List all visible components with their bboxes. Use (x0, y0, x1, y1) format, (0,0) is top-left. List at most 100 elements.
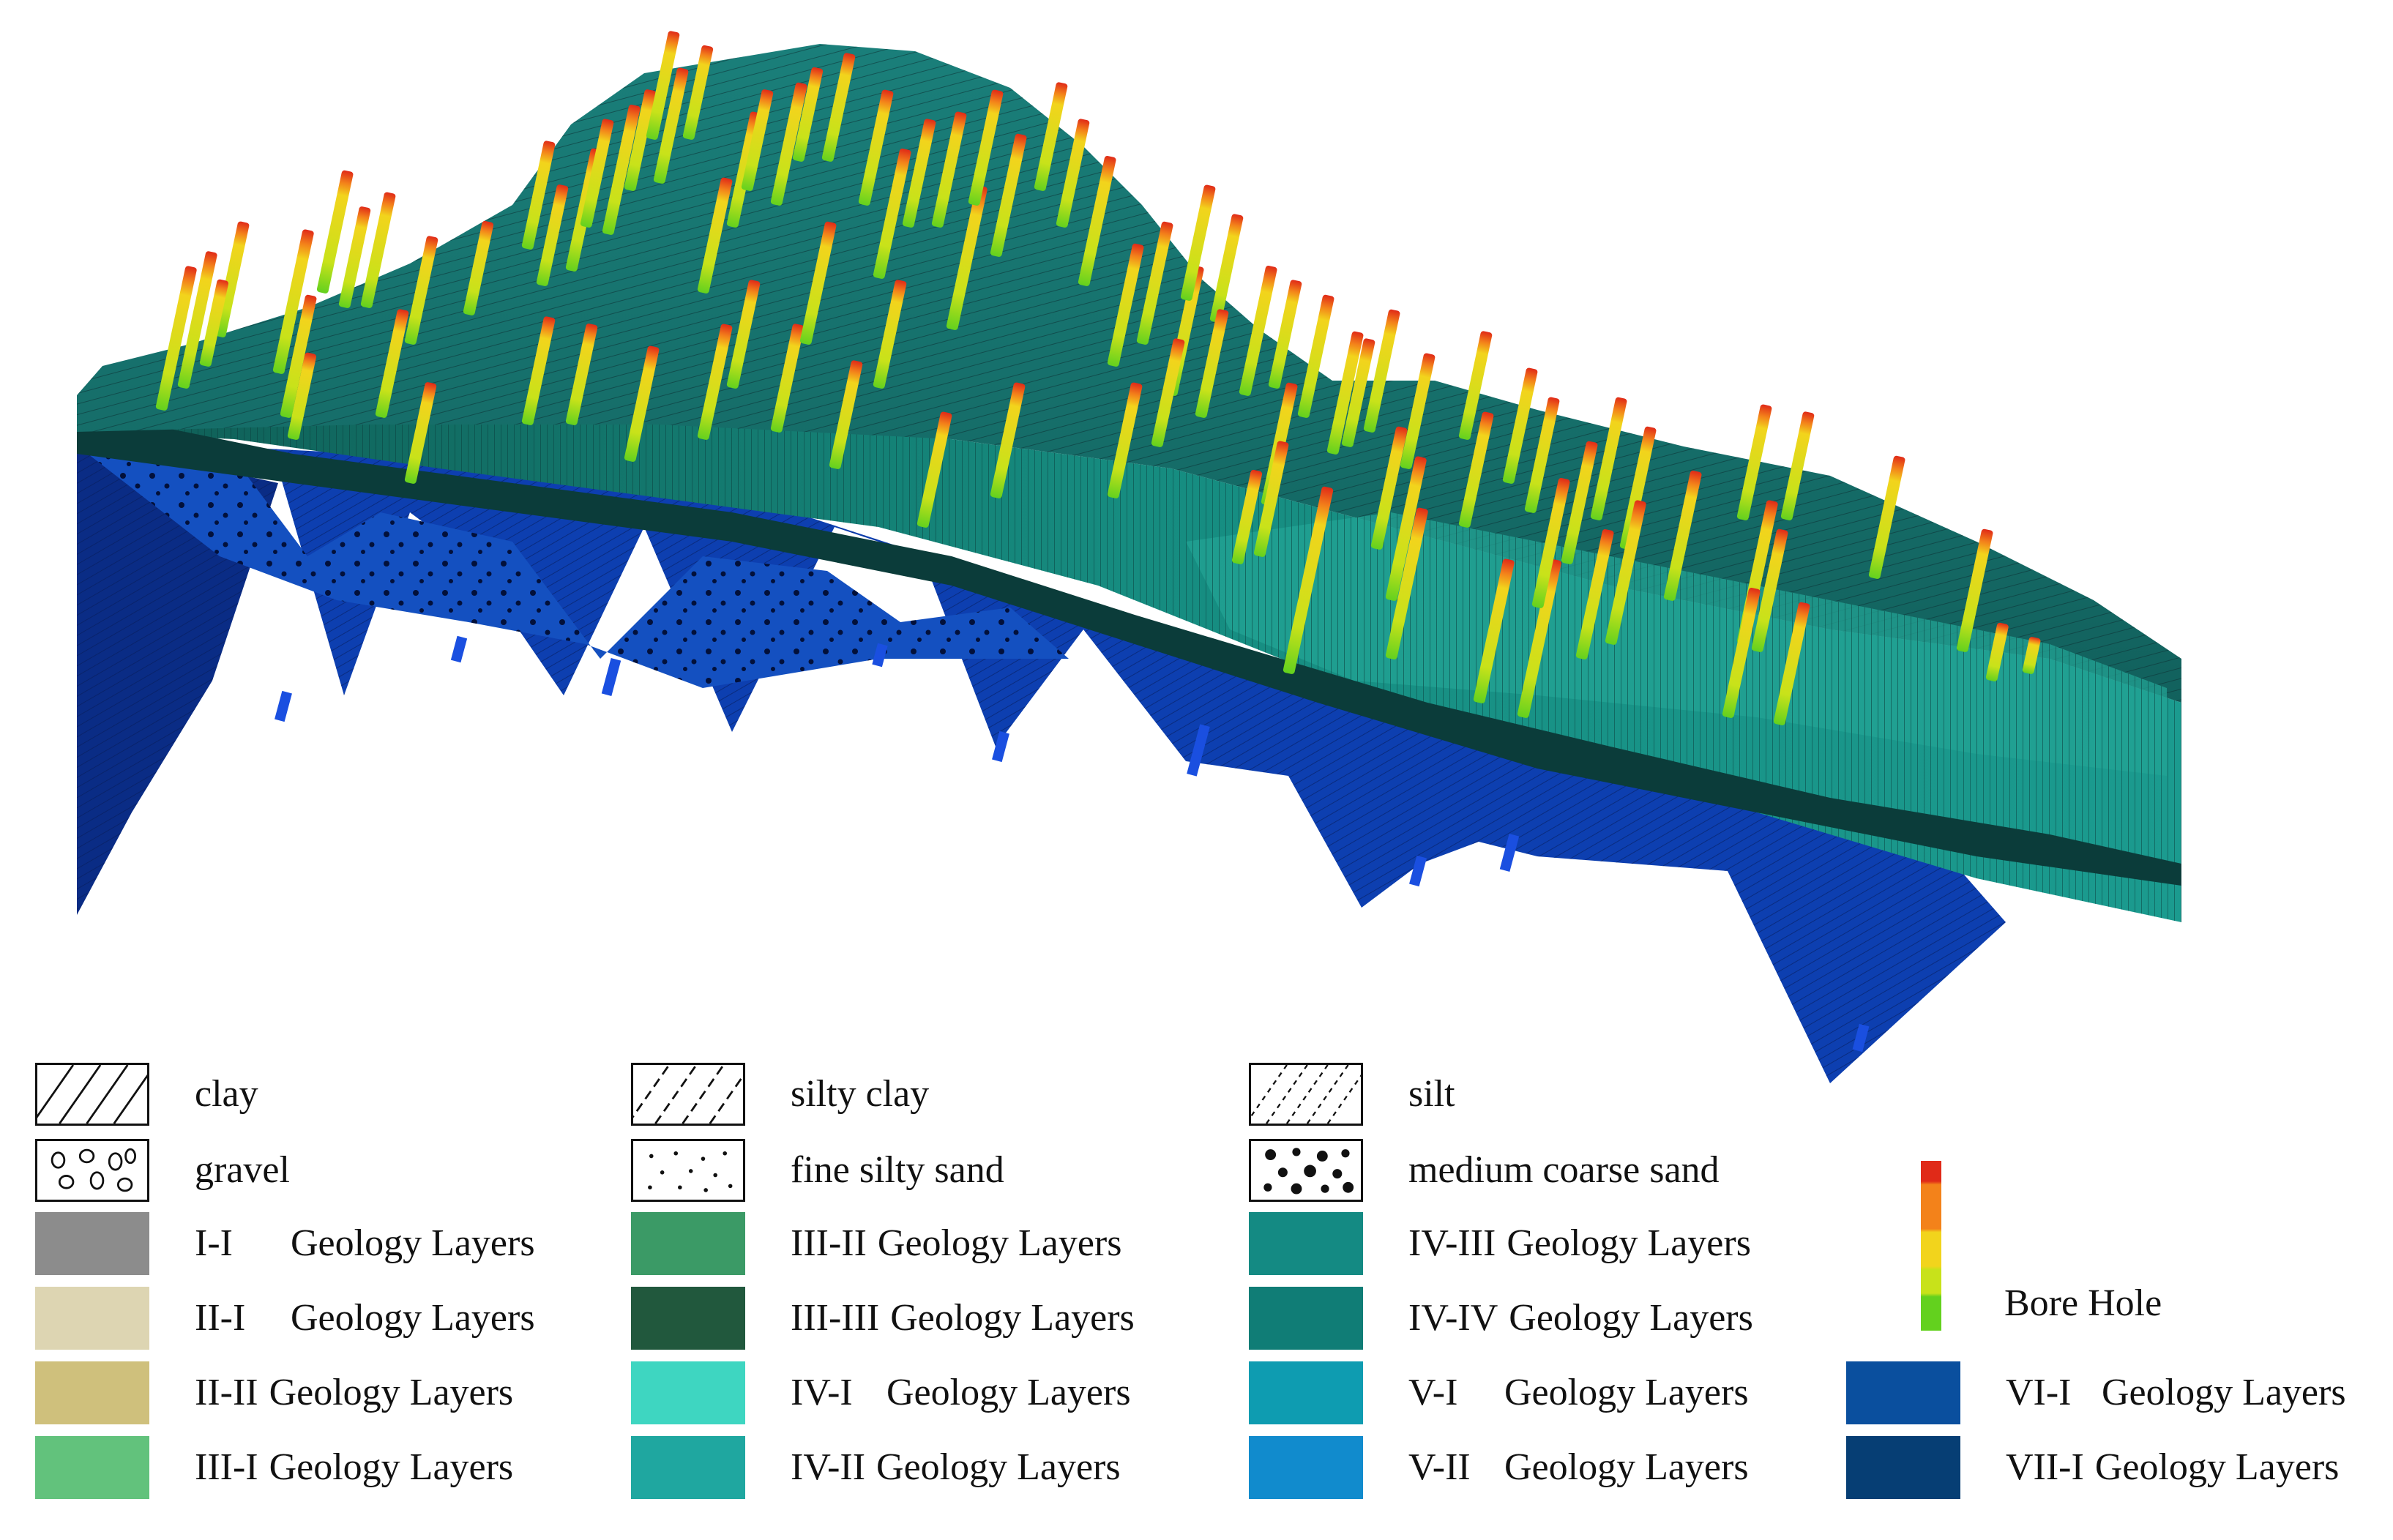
legend-label: V-II Geology Layers (1408, 1442, 1749, 1493)
borehole (1619, 426, 1657, 550)
borehole (602, 105, 641, 235)
borehole (1297, 294, 1334, 418)
borehole (360, 192, 396, 308)
legend-label: I-I Geology Layers (195, 1218, 535, 1269)
layer-code: IV-III (1408, 1222, 1496, 1264)
layer-code: III-III (791, 1297, 880, 1339)
legend-label: IV-II Geology Layers (791, 1442, 1121, 1493)
borehole (1385, 456, 1427, 601)
layer-text: Geology Layers (1509, 1297, 1753, 1339)
borehole (565, 324, 598, 425)
borehole (770, 324, 804, 433)
layer-code: III-II (791, 1222, 867, 1264)
borehole (375, 309, 409, 418)
borehole (1736, 404, 1772, 520)
layer-code: V-II (1408, 1446, 1471, 1488)
layer-code: I-I (195, 1222, 233, 1264)
borehole (1985, 622, 2009, 681)
layer-color-swatch (1249, 1287, 1363, 1350)
borehole (1268, 280, 1302, 389)
borehole (873, 280, 907, 389)
layer-color-swatch (631, 1436, 745, 1499)
legend-label: II-I Geology Layers (195, 1293, 535, 1344)
legend-label: fine silty sand (791, 1149, 1004, 1191)
borehole (1502, 367, 1538, 484)
borehole (1561, 441, 1598, 564)
layer-color-swatch (1249, 1212, 1363, 1275)
borehole (1195, 309, 1229, 418)
layer-code: IV-IV (1408, 1297, 1498, 1339)
borehole (873, 149, 911, 279)
borehole (1370, 426, 1408, 550)
borehole (624, 89, 657, 191)
legend-label: IV-I Geology Layers (791, 1367, 1131, 1418)
borehole (1400, 353, 1436, 469)
silty-clay-swatch (631, 1063, 745, 1126)
borehole (792, 67, 824, 162)
borehole (287, 352, 317, 440)
legend-label: II-II Geology Layers (195, 1367, 513, 1418)
borehole (1868, 455, 1905, 579)
layer-text: Geology Layers (269, 1446, 514, 1488)
layer-text: Geology Layers (877, 1222, 1122, 1264)
layer-text: Geology Layers (2102, 1372, 2346, 1413)
borehole (580, 119, 614, 228)
borehole (1517, 558, 1561, 718)
legend: clay silty clay silt gravel fine silty s… (0, 1047, 2393, 1540)
layer-color-swatch (1846, 1436, 1960, 1499)
layer-color-swatch (631, 1212, 745, 1275)
borehole (1773, 602, 1810, 725)
legend-label: III-I Geology Layers (195, 1442, 513, 1493)
legend-label: III-II Geology Layers (791, 1218, 1121, 1269)
layer-text: Geology Layers (886, 1372, 1131, 1413)
fine-silty-sand-swatch (631, 1139, 745, 1202)
legend-label: medium coarse sand (1408, 1149, 1720, 1191)
layer-text: Geology Layers (291, 1222, 535, 1264)
legend-label: clay (195, 1073, 258, 1115)
borehole (946, 185, 988, 330)
borehole (697, 324, 733, 440)
layer-color-swatch (35, 1212, 149, 1275)
borehole (1151, 338, 1185, 447)
gravel-swatch (35, 1139, 149, 1202)
borehole (990, 382, 1026, 498)
layer-text: Geology Layers (2094, 1446, 2340, 1488)
layer-color-swatch (1846, 1361, 1960, 1424)
borehole (199, 279, 229, 367)
borehole (697, 177, 733, 294)
legend-label: IV-IV Geology Layers (1408, 1293, 1753, 1344)
borehole (1341, 338, 1375, 447)
borehole (338, 206, 371, 308)
bore-hole-label: Bore Hole (2004, 1282, 2162, 1324)
borehole (521, 141, 556, 250)
borehole (536, 184, 569, 286)
borehole (653, 67, 689, 184)
borehole (1231, 469, 1263, 564)
borehole (821, 53, 856, 162)
layer-color-swatch (631, 1361, 745, 1424)
legend-label: V-I Geology Layers (1408, 1367, 1749, 1418)
legend-label: silt (1408, 1073, 1455, 1115)
layer-code: V-I (1408, 1372, 1458, 1413)
borehole (741, 89, 774, 191)
borehole (931, 111, 967, 228)
borehole (280, 294, 317, 418)
geology-3d-model (77, 31, 2181, 1083)
layer-color-swatch (35, 1287, 149, 1350)
borehole (463, 220, 494, 315)
layer-text: Geology Layers (876, 1446, 1121, 1488)
borehole-stubs (275, 635, 1870, 1053)
borehole (1458, 331, 1493, 440)
borehole (1363, 309, 1400, 433)
borehole (1136, 221, 1173, 345)
layer-color-swatch (35, 1436, 149, 1499)
layer-text: Geology Layers (269, 1372, 514, 1413)
borehole (1253, 441, 1289, 557)
borehole (682, 45, 714, 140)
borehole (1590, 397, 1627, 520)
borehole (770, 82, 807, 206)
legend-label: VII-I Geology Layers (2006, 1442, 2339, 1493)
borehole (990, 133, 1027, 257)
legend-label: IV-III Geology Layers (1408, 1218, 1751, 1269)
borehole (1239, 266, 1277, 396)
